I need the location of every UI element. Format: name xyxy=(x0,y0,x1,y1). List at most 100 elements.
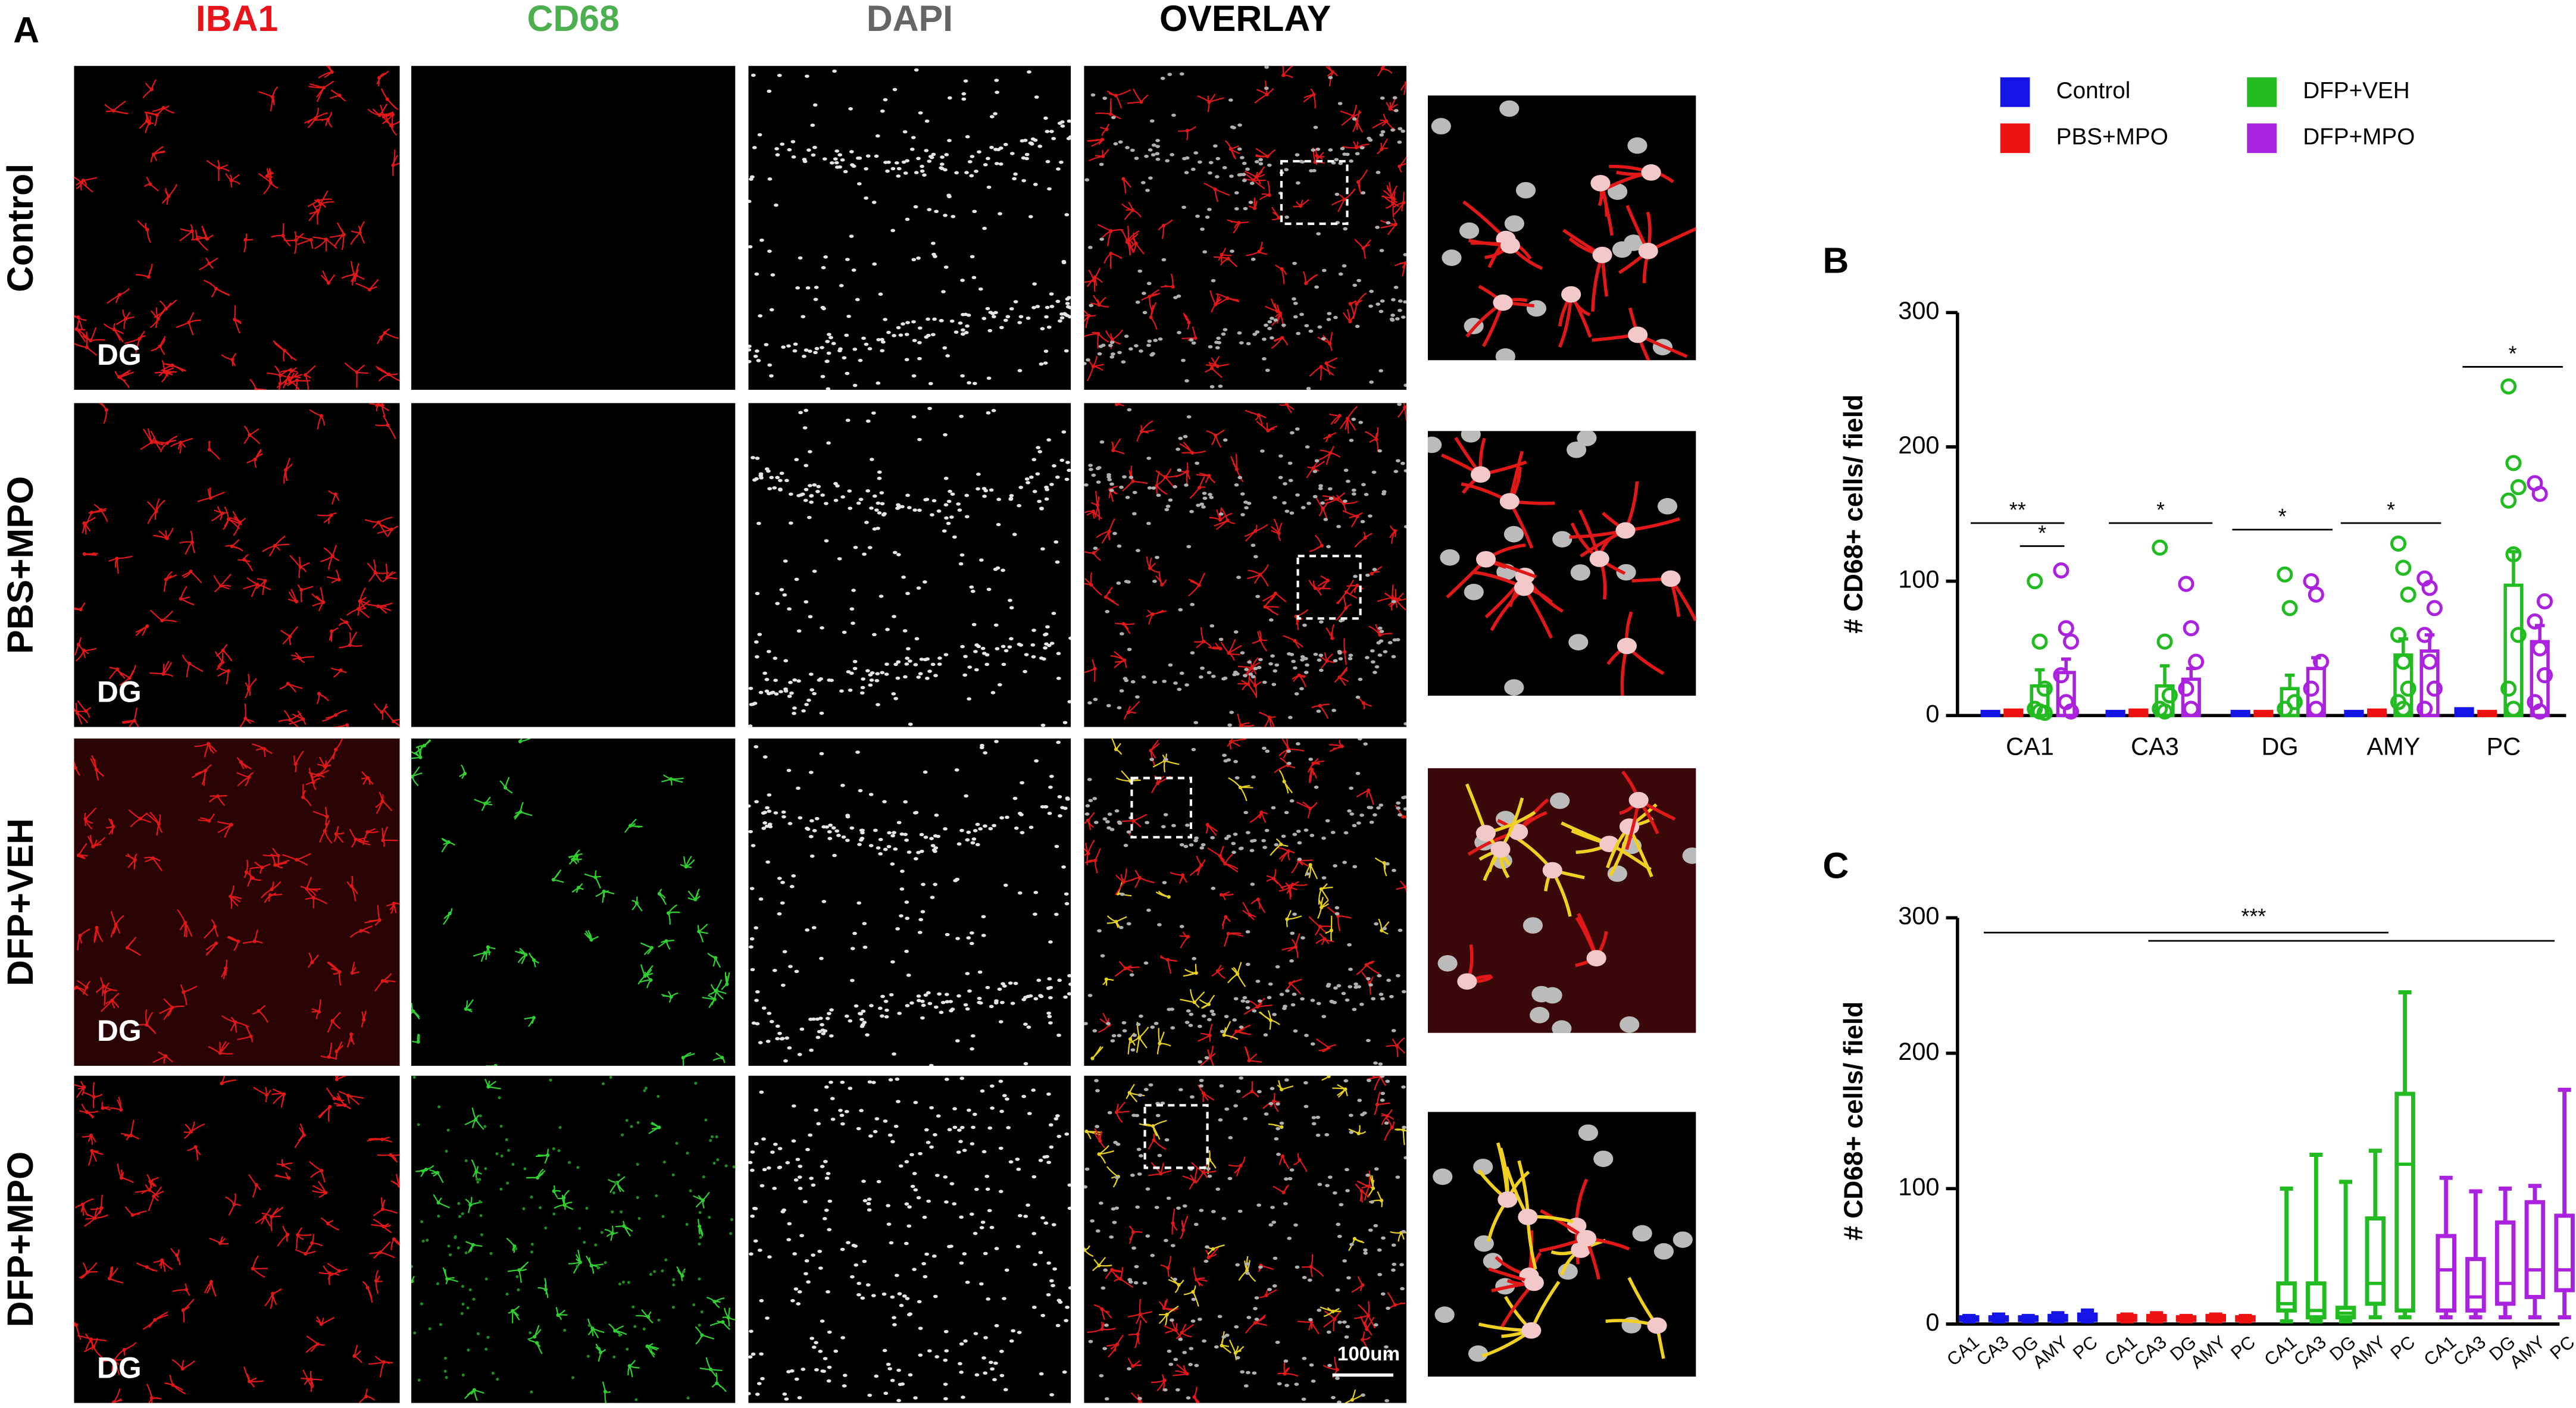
nucleus xyxy=(1104,1397,1109,1401)
y-tick-label: 0 xyxy=(1925,1308,1939,1336)
nucleus xyxy=(1349,1243,1354,1246)
nucleus xyxy=(1056,1033,1061,1037)
cell-body xyxy=(248,433,252,437)
nucleus xyxy=(876,1179,881,1184)
nucleus xyxy=(905,592,910,596)
data-point xyxy=(2395,653,2412,670)
nucleus xyxy=(1013,172,1018,176)
cell-process xyxy=(1342,510,1363,528)
nucleus xyxy=(1287,652,1292,656)
nucleus xyxy=(1303,671,1309,674)
cell-body xyxy=(436,1171,440,1175)
nucleus xyxy=(1262,846,1267,849)
cell-body xyxy=(132,718,136,723)
nucleus xyxy=(1218,384,1223,388)
nucleus xyxy=(914,68,919,72)
nucleus xyxy=(790,140,796,143)
nucleus xyxy=(1353,982,1359,986)
nucleus xyxy=(1046,643,1052,647)
cell-body xyxy=(215,794,220,799)
cell-body xyxy=(218,584,223,588)
nucleus xyxy=(933,674,938,677)
nucleus xyxy=(766,650,771,653)
nucleus xyxy=(1293,666,1298,670)
nucleus xyxy=(1064,213,1070,217)
nucleus xyxy=(1064,892,1069,896)
nucleus xyxy=(923,836,929,839)
nucleus xyxy=(1370,1200,1374,1204)
legend-label: Control xyxy=(2056,78,2131,104)
cell-body xyxy=(1171,1221,1175,1225)
nucleus xyxy=(1063,995,1068,999)
nucleus xyxy=(955,1039,960,1043)
data-point xyxy=(2031,633,2048,650)
cell-body xyxy=(1177,1282,1181,1287)
nucleus xyxy=(1059,458,1065,462)
nucleus xyxy=(1530,1006,1550,1024)
nucleus xyxy=(1318,653,1324,657)
cell-body xyxy=(224,966,228,971)
nucleus xyxy=(1267,327,1272,330)
nucleus xyxy=(1327,312,1332,315)
nucleus xyxy=(1039,656,1044,660)
nucleus xyxy=(748,348,752,352)
nucleus xyxy=(1132,1033,1137,1037)
cell-process xyxy=(153,527,174,539)
nucleus xyxy=(820,1369,826,1373)
nucleus xyxy=(822,157,827,161)
nucleus xyxy=(1184,1021,1190,1024)
nucleus xyxy=(856,901,862,905)
nucleus xyxy=(1043,349,1049,353)
cell-process xyxy=(415,1165,434,1177)
cell-body xyxy=(1282,780,1286,784)
nucleus xyxy=(1316,1002,1321,1006)
nucleus xyxy=(1215,346,1220,350)
cell-process xyxy=(1242,902,1256,921)
cell-process xyxy=(204,280,230,298)
nucleus xyxy=(990,312,995,315)
nucleus xyxy=(844,1110,849,1113)
cell-body xyxy=(1191,1290,1195,1294)
nucleus xyxy=(887,831,892,835)
nucleus xyxy=(880,340,886,344)
nucleus xyxy=(983,751,988,755)
cell-body xyxy=(1393,528,1397,533)
nucleus xyxy=(804,1272,808,1276)
nucleus xyxy=(904,949,909,953)
cell-body xyxy=(247,1379,252,1384)
nucleus xyxy=(1184,483,1189,487)
cell-body xyxy=(117,293,121,297)
nucleus xyxy=(1207,1174,1212,1178)
cell-body xyxy=(1084,1248,1087,1252)
cell-body xyxy=(147,121,152,126)
nucleus xyxy=(1152,680,1158,684)
nucleus xyxy=(1227,1177,1233,1181)
nucleus xyxy=(1215,157,1221,161)
nucleus xyxy=(1380,1099,1385,1102)
nucleus xyxy=(1306,502,1311,505)
nucleus xyxy=(1624,234,1644,251)
nucleus xyxy=(814,1108,818,1112)
cell-process xyxy=(368,1356,393,1378)
data-point xyxy=(2510,627,2527,643)
cell-process xyxy=(568,1249,581,1274)
nucleus xyxy=(1195,214,1200,218)
speck xyxy=(480,1233,483,1237)
nucleus xyxy=(904,900,909,904)
cell-body xyxy=(1284,403,1289,406)
nucleus xyxy=(1230,125,1235,129)
nucleus xyxy=(1308,758,1314,761)
nucleus xyxy=(1295,493,1300,497)
speck xyxy=(675,1141,679,1145)
cell-process xyxy=(1224,140,1240,160)
nucleus xyxy=(991,315,996,318)
cell-body xyxy=(714,956,718,960)
nucleus xyxy=(1139,349,1143,353)
nucleus xyxy=(856,182,862,186)
nucleus xyxy=(901,322,905,326)
nucleus xyxy=(1100,954,1105,958)
cell-body xyxy=(77,853,81,858)
cell-body xyxy=(164,577,168,581)
row-label: DFP+MPO xyxy=(0,1152,40,1328)
nucleus xyxy=(868,1134,873,1138)
